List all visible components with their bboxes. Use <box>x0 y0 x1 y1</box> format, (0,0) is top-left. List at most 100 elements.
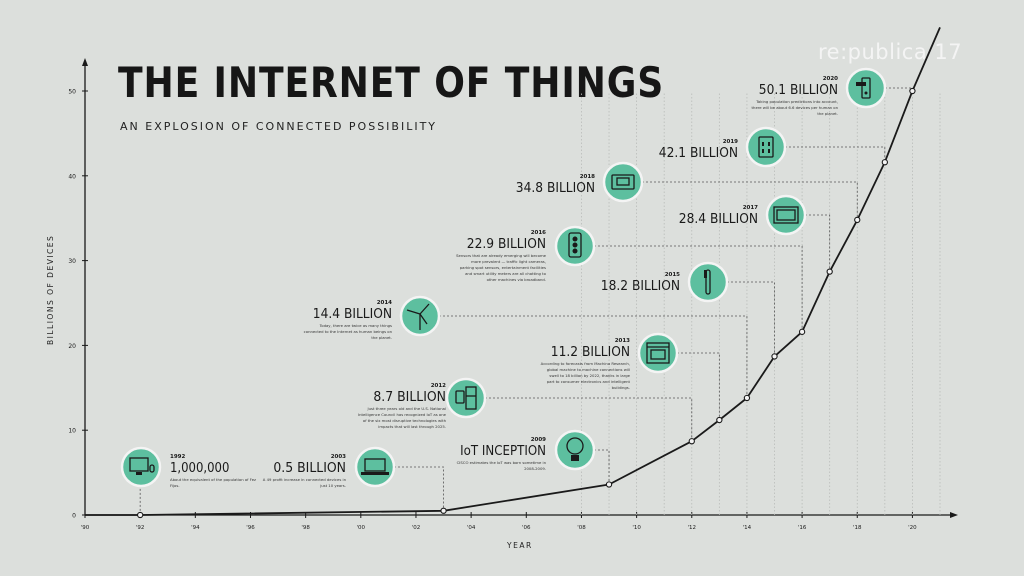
traffic-light-icon <box>568 232 582 258</box>
x-tick-label: '96 <box>246 525 255 531</box>
annotation-label: 22.9 BILLION <box>467 237 546 252</box>
annotation-year: 2019 <box>723 139 738 145</box>
icon-badge <box>687 261 729 303</box>
annotation-desc: of the six most disruptive technologies … <box>363 418 447 423</box>
thermostat-icon <box>611 174 635 190</box>
toothbrush-icon <box>704 269 711 295</box>
x-tick-label: '12 <box>688 525 697 531</box>
annotation-label: 14.4 BILLION <box>313 307 392 322</box>
x-tick-label: '04 <box>467 525 476 531</box>
annotation-desc: buildings. <box>612 385 630 390</box>
computer-icon <box>129 457 155 475</box>
watch-fridge-icon <box>455 386 477 410</box>
dishwasher-icon <box>773 206 799 224</box>
x-tick-label: '98 <box>301 525 310 531</box>
chart-subtitle: AN EXPLOSION OF CONNECTED POSSIBILITY <box>120 120 438 133</box>
y-tick-label: 50 <box>68 89 76 96</box>
x-tick-label: '94 <box>191 525 200 531</box>
annotation-year: 2018 <box>580 174 595 180</box>
annotation-desc: Taking population predictions into accou… <box>755 99 838 104</box>
annotation-desc: parking spot sensors, entertainment faci… <box>460 265 546 270</box>
wind-turbine-icon <box>406 303 430 330</box>
x-tick-label: '18 <box>853 525 862 531</box>
annotation-desc: According to forecasts from Machina Rese… <box>541 361 630 366</box>
annotation-desc: there will be about 6.6 devices per huma… <box>752 105 839 110</box>
x-tick-label: '02 <box>412 525 421 531</box>
annotation-year: 1992 <box>170 454 185 460</box>
annotation-label: IoT INCEPTION <box>460 444 546 459</box>
icon-badge <box>637 332 679 374</box>
y-tick-label: 10 <box>68 428 76 435</box>
leader-line <box>642 181 858 220</box>
annotation-desc: Intelligence Council has recognized IoT … <box>358 412 447 417</box>
data-point <box>743 394 751 402</box>
x-tick-label: '20 <box>908 525 917 531</box>
annotation-desc: Today, there are twice as many things <box>319 323 392 328</box>
annotation-label: 18.2 BILLION <box>601 279 680 294</box>
annotation-desc: 2008-2009. <box>524 466 546 471</box>
x-tick-label: '14 <box>743 525 752 531</box>
x-axis-label: YEAR <box>507 541 533 550</box>
annotation-year: 2003 <box>331 454 346 460</box>
annotation-desc: more prevalent — traffic light cameras, <box>471 259 546 264</box>
oven-icon <box>646 342 670 364</box>
annotation-desc: swell to 18 billion by 2022, thanks in l… <box>549 373 630 378</box>
door-handle-icon <box>856 77 871 99</box>
leader-line <box>594 449 610 485</box>
x-tick-label: '90 <box>81 525 90 531</box>
annotation-year: 2014 <box>377 300 392 306</box>
annotation-year: 2020 <box>823 76 838 82</box>
annotation-label: 11.2 BILLION <box>551 345 630 360</box>
data-point <box>137 511 144 519</box>
data-point <box>605 481 613 488</box>
leader-line <box>677 352 720 421</box>
lightbulb-icon <box>566 437 584 461</box>
annotation-year: 2015 <box>665 272 680 278</box>
annotation-desc: other machines via broadband. <box>487 277 546 282</box>
laptop-icon <box>361 458 389 475</box>
x-axis-arrow <box>950 512 958 518</box>
icon-badge <box>354 446 396 488</box>
icon-badge <box>745 126 787 168</box>
y-tick-label: 30 <box>68 258 76 265</box>
annotation-label: 1,000,000 <box>170 461 229 476</box>
leader-line <box>394 466 444 511</box>
data-point <box>771 353 778 360</box>
y-tick-label: 20 <box>68 343 76 350</box>
icon-badge <box>765 194 807 236</box>
y-axis-arrow <box>82 58 88 66</box>
data-point <box>716 416 723 424</box>
annotation-year: 2017 <box>743 205 758 211</box>
x-tick-label: '92 <box>136 525 145 531</box>
annotation-label: 28.4 BILLION <box>679 212 758 227</box>
data-point <box>826 268 833 275</box>
icon-badge <box>602 161 644 203</box>
x-tick-label: '06 <box>522 525 531 531</box>
data-point <box>881 159 888 166</box>
annotation-desc: the planet. <box>817 111 838 116</box>
leader-line <box>727 281 775 357</box>
leader-line <box>805 214 831 272</box>
x-tick-label: '16 <box>798 525 807 531</box>
annotation-year: 2012 <box>431 383 446 389</box>
annotation-label: 42.1 BILLION <box>659 146 738 161</box>
x-tick-label: '10 <box>632 525 641 531</box>
annotation-desc: part to consumer electronics and intelli… <box>547 379 631 384</box>
annotation-label: 0.5 BILLION <box>273 461 346 476</box>
x-tick-label: '00 <box>357 525 366 531</box>
annotation-year: 2016 <box>531 230 546 236</box>
annotation-label: 34.8 BILLION <box>516 181 595 196</box>
